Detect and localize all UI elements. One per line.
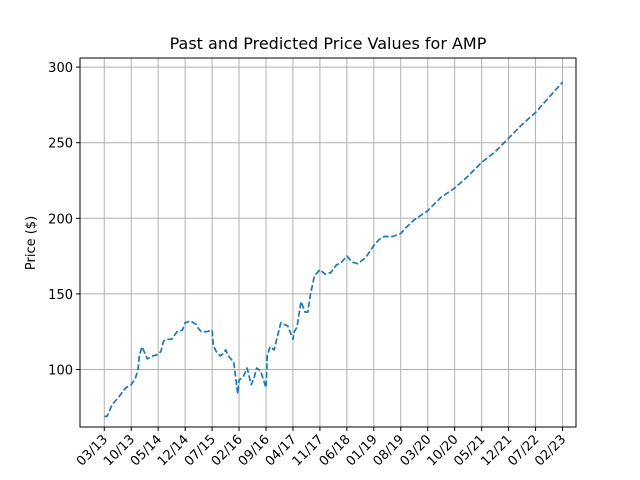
price-series-line bbox=[104, 81, 564, 418]
chart-title: Past and Predicted Price Values for AMP bbox=[170, 34, 487, 53]
y-tick-label: 150 bbox=[48, 288, 73, 303]
y-tick-label: 300 bbox=[48, 61, 73, 76]
series-layer bbox=[104, 81, 564, 418]
y-axis: 100 150 200 250 300 bbox=[48, 61, 80, 379]
grid bbox=[80, 58, 576, 427]
y-tick-label: 250 bbox=[48, 137, 73, 152]
y-tick-label: 200 bbox=[48, 212, 73, 227]
plot-frame bbox=[79, 57, 577, 428]
y-tick-label: 100 bbox=[48, 364, 73, 379]
y-axis-label: Price ($) bbox=[24, 216, 39, 270]
